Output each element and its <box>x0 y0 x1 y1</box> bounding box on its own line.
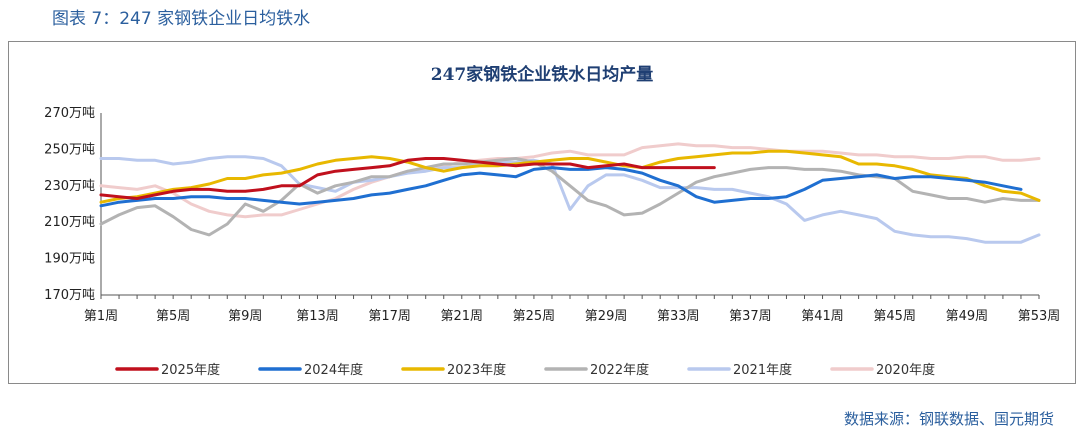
x-tick-label: 第33周 <box>657 309 700 324</box>
x-tick-label: 第53周 <box>1018 309 1061 324</box>
figure-caption: 图表 7：247 家钢铁企业日均铁水 <box>52 9 311 29</box>
x-tick-label: 第1周 <box>84 309 118 324</box>
x-tick-label: 第13周 <box>296 309 339 324</box>
x-tick-label: 第21周 <box>440 309 483 324</box>
legend-label: 2025年度 <box>161 362 220 378</box>
x-axis: 第1周 第5周 第9周 第13周 第17周 第21周 第25周 第29周 第33周 第37周 第41… <box>84 294 1061 324</box>
series-line <box>99 155 1041 244</box>
series-line <box>99 149 1041 204</box>
legend-label: 2022年度 <box>590 362 649 378</box>
legend: 2025年度 2024年度 2023年度 2022年度 2021年度 2020年度 <box>115 362 935 378</box>
y-tick-label: 170万吨 <box>44 288 95 303</box>
chart-frame: 247家钢铁企业铁水日均产量 170万吨 190万吨 210万吨 230万吨 250万吨… <box>8 41 1076 384</box>
series-line <box>99 157 716 200</box>
y-tick-label: 270万吨 <box>44 106 95 121</box>
chart-title: 247家钢铁企业铁水日均产量 <box>431 64 654 85</box>
x-tick-label: 第37周 <box>729 309 772 324</box>
y-tick-label: 250万吨 <box>44 142 95 157</box>
legend-label: 2020年度 <box>876 362 935 378</box>
x-tick-label: 第17周 <box>368 309 411 324</box>
x-tick-label: 第41周 <box>801 309 844 324</box>
y-tick-label: 230万吨 <box>44 179 95 194</box>
source-note: 数据来源：钢联数据、国元期货 <box>843 410 1054 428</box>
x-tick-label: 第5周 <box>156 309 190 324</box>
x-tick-label: 第29周 <box>585 309 628 324</box>
x-tick-label: 第25周 <box>513 309 556 324</box>
series-line <box>99 166 1023 208</box>
x-tick-label: 第9周 <box>228 309 262 324</box>
series-lines <box>99 142 1041 244</box>
y-tick-label: 190万吨 <box>44 252 95 267</box>
series-line <box>99 142 1041 219</box>
x-tick-label: 第49周 <box>946 309 989 324</box>
legend-label: 2024年度 <box>304 362 363 378</box>
legend-label: 2023年度 <box>447 362 506 378</box>
legend-label: 2021年度 <box>733 362 792 378</box>
x-tick-label: 第45周 <box>873 309 916 324</box>
y-tick-label: 210万吨 <box>44 215 95 230</box>
line-chart: 247家钢铁企业铁水日均产量 170万吨 190万吨 210万吨 230万吨 250万吨… <box>44 64 1061 378</box>
y-axis: 170万吨 190万吨 210万吨 230万吨 250万吨 270万吨 <box>44 106 102 303</box>
